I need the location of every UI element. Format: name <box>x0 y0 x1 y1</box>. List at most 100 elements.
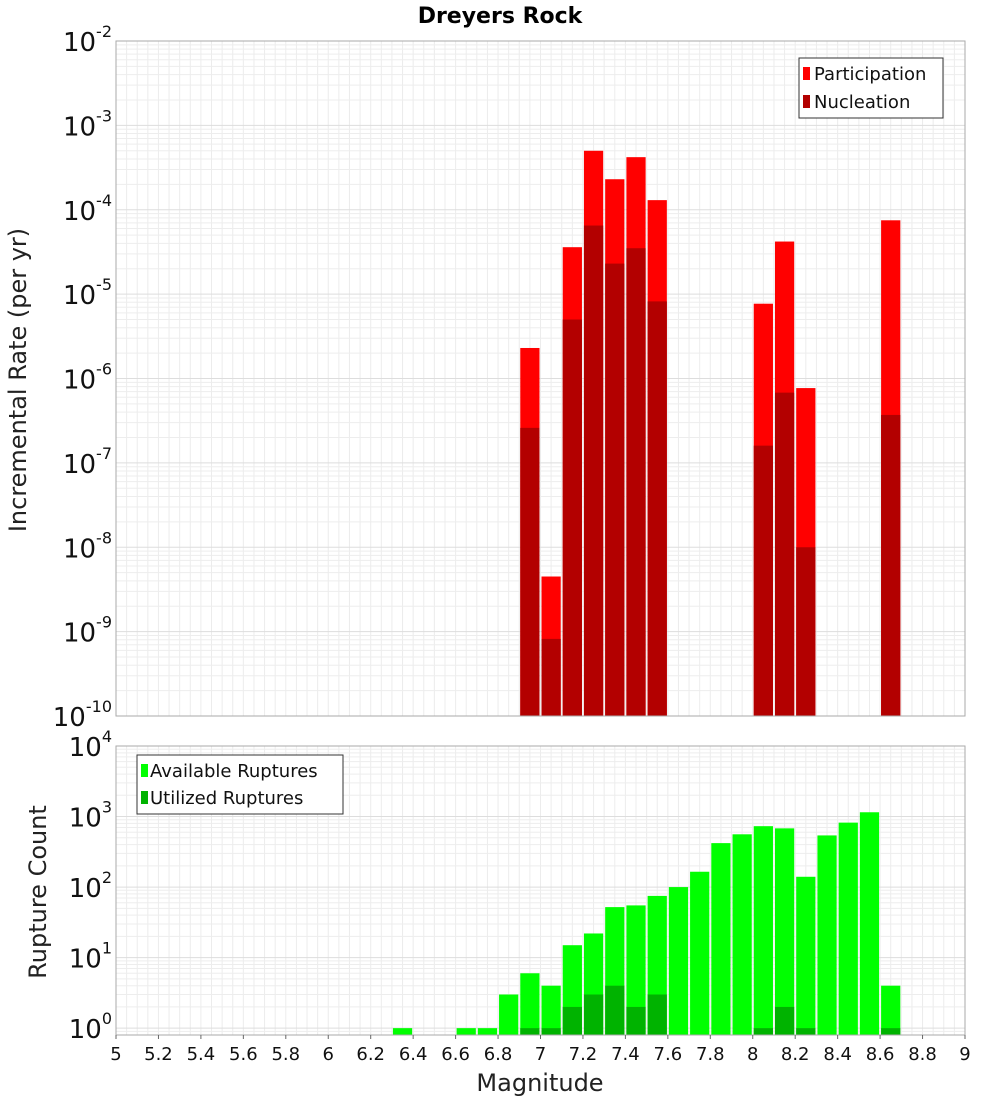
y-tick-label: 10-9 <box>63 613 112 649</box>
y-tick-label: 10-5 <box>63 275 112 311</box>
x-tick-label: 7.2 <box>569 1044 598 1065</box>
y-tick-label: 103 <box>69 798 112 834</box>
x-axis-label: Magnitude <box>476 1069 603 1097</box>
y-tick-label: 100 <box>69 1009 112 1045</box>
bar-available-ruptures <box>859 812 880 1035</box>
bar-available-ruptures <box>796 876 816 1035</box>
rate-legend-box <box>798 57 944 119</box>
y-tick-label: 101 <box>69 939 112 975</box>
bar-available-ruptures <box>626 905 646 1035</box>
bar-utilized-ruptures <box>796 1028 816 1035</box>
y-tick-label: 10-6 <box>63 360 112 396</box>
y-tick-label: 10-10 <box>53 697 112 733</box>
legend-label-utilized: Utilized Ruptures <box>150 788 303 809</box>
y-tick-label: 10-2 <box>63 22 112 58</box>
legend-label-participation: Participation <box>814 64 926 85</box>
x-ticks: 5 5.2 5.4 5.6 5.8 6 6.2 6.4 6.6 6.8 7 7.2 7.4 7.6 7.8 8… <box>110 1035 971 1065</box>
x-tick-label: 6.8 <box>484 1044 513 1065</box>
bar-utilized-ruptures <box>520 1028 540 1035</box>
legend-label-available: Available Ruptures <box>150 761 318 782</box>
bar-utilized-ruptures <box>541 1028 561 1035</box>
bar-utilized-ruptures <box>583 994 604 1035</box>
bar-nucleation <box>881 414 901 716</box>
bar-utilized-ruptures <box>647 994 667 1035</box>
rate-plot-border <box>115 40 966 717</box>
chart-title: Dreyers Rock <box>418 4 584 29</box>
bar-nucleation <box>541 638 561 716</box>
y-tick-label: 10-7 <box>63 444 112 480</box>
x-tick-label: 5.8 <box>271 1044 300 1065</box>
bar-available-ruptures <box>774 828 795 1035</box>
y-tick-label: 104 <box>69 727 112 763</box>
bar-nucleation <box>647 301 667 716</box>
bar-nucleation <box>774 392 795 716</box>
x-tick-label: 8 <box>747 1044 758 1065</box>
bar-available-ruptures <box>499 994 519 1035</box>
x-tick-label: 6.4 <box>399 1044 428 1065</box>
bar-available-ruptures <box>668 887 689 1035</box>
bar-nucleation <box>562 319 582 716</box>
bar-nucleation <box>753 445 773 716</box>
bar-utilized-ruptures <box>881 1028 901 1035</box>
bar-available-ruptures <box>456 1028 476 1035</box>
rate-bars <box>520 150 901 717</box>
x-tick-label: 8.6 <box>866 1044 895 1065</box>
x-tick-label: 7 <box>535 1044 546 1065</box>
x-tick-label: 7.8 <box>696 1044 725 1065</box>
bar-utilized-ruptures <box>626 1006 646 1035</box>
y-tick-label: 10-4 <box>63 191 112 227</box>
bar-nucleation <box>583 225 604 716</box>
y-tick-label: 10-3 <box>63 106 112 142</box>
x-tick-label: 5.2 <box>144 1044 173 1065</box>
count-y-ticks: 100 101 102 103 104 <box>69 727 112 1045</box>
count-legend-box <box>136 754 344 815</box>
bar-utilized-ruptures <box>605 985 625 1035</box>
rate-y-axis-label: Incremental Rate (per yr) <box>4 228 32 532</box>
count-bars <box>392 812 901 1035</box>
x-tick-label: 6.2 <box>356 1044 385 1065</box>
bar-nucleation <box>626 248 646 717</box>
x-tick-label: 6.6 <box>441 1044 470 1065</box>
x-tick-label: 9 <box>959 1044 970 1065</box>
bar-available-ruptures <box>541 985 561 1035</box>
bar-available-ruptures <box>477 1028 498 1035</box>
x-tick-label: 8.4 <box>823 1044 852 1065</box>
legend-swatch-nucleation <box>803 95 810 108</box>
count-legend: Available Ruptures Utilized Ruptures <box>136 754 344 815</box>
x-tick-label: 5.6 <box>229 1044 258 1065</box>
legend-swatch-participation <box>803 67 810 80</box>
bar-available-ruptures <box>732 834 752 1035</box>
rate-chart: 10-10 10-9 10-8 10-7 10-6 10-5 10-4 10-3 10-2 In… <box>4 22 966 733</box>
x-tick-label: 8.2 <box>781 1044 810 1065</box>
bar-nucleation <box>796 547 816 716</box>
bar-nucleation <box>520 427 540 716</box>
bar-utilized-ruptures <box>774 1006 795 1035</box>
rate-y-ticks: 10-10 10-9 10-8 10-7 10-6 10-5 10-4 10-3 10-2 <box>53 22 112 733</box>
bar-utilized-ruptures <box>562 1006 582 1035</box>
count-y-axis-label: Rupture Count <box>24 805 52 979</box>
y-tick-label: 10-8 <box>63 528 112 564</box>
x-tick-label: 6 <box>323 1044 334 1065</box>
bar-available-ruptures <box>817 835 837 1035</box>
bar-available-ruptures <box>392 1028 413 1035</box>
bar-available-ruptures <box>711 843 731 1035</box>
x-tick-label: 7.4 <box>611 1044 640 1065</box>
bar-available-ruptures <box>520 973 540 1035</box>
x-tick-label: 5 <box>110 1044 121 1065</box>
x-tick-label: 8.8 <box>908 1044 937 1065</box>
x-tick-label: 5.4 <box>187 1044 216 1065</box>
count-chart: 100 101 102 103 104 5 5.2 5.4 5.6 5.8 6 6.2 6.4 6.6 6… <box>24 727 971 1097</box>
legend-swatch-utilized <box>141 791 148 804</box>
bar-available-ruptures <box>753 826 773 1035</box>
legend-swatch-available <box>141 764 148 777</box>
legend-label-nucleation: Nucleation <box>814 92 910 113</box>
rate-legend: Participation Nucleation <box>798 57 944 119</box>
bar-available-ruptures <box>690 871 710 1035</box>
bar-available-ruptures <box>838 822 858 1035</box>
bar-nucleation <box>605 263 625 716</box>
bar-utilized-ruptures <box>753 1028 773 1035</box>
rate-grid <box>115 40 966 717</box>
y-tick-label: 102 <box>69 868 112 904</box>
bar-available-ruptures <box>881 985 901 1035</box>
